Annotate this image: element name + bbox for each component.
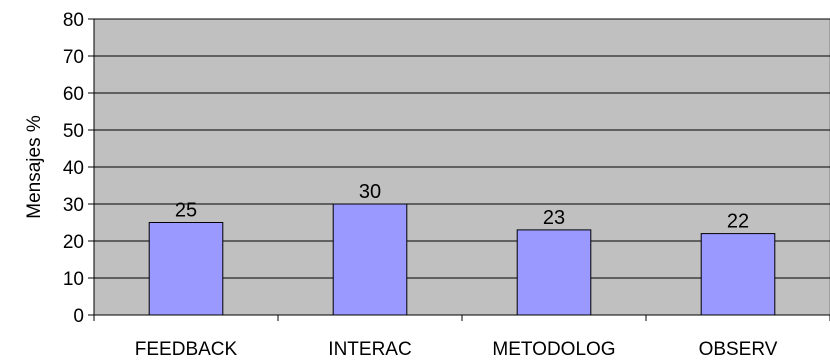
y-tick-label: 0 <box>73 306 84 327</box>
x-tick-label: INTERAC <box>328 339 411 360</box>
y-tick-label: 30 <box>63 195 84 216</box>
data-labels: 25 30 23 22 <box>175 181 749 233</box>
y-tick-label: 40 <box>63 158 84 179</box>
x-axis-ticks: FEEDBACK INTERAC METODOLOG OBSERV <box>93 315 830 360</box>
y-tick-label: 70 <box>63 47 84 68</box>
bar-feedback <box>148 222 224 316</box>
data-label-interac: 30 <box>359 181 381 203</box>
data-label-metodolog: 23 <box>543 207 565 229</box>
bar-metodolog <box>516 229 592 316</box>
y-tick-label: 20 <box>63 232 84 253</box>
data-label-observ: 22 <box>727 211 749 233</box>
y-axis-ticks: 0 10 20 30 40 50 60 70 80 <box>63 10 94 327</box>
y-axis-title: Mensajes % <box>24 115 45 219</box>
bar-observ <box>700 233 776 316</box>
y-tick-label: 50 <box>63 121 84 142</box>
y-tick-label: 10 <box>63 269 84 290</box>
y-tick-label: 80 <box>63 10 84 31</box>
bars <box>148 203 776 316</box>
bar-interac <box>332 203 408 316</box>
y-tick-label: 60 <box>63 84 84 105</box>
x-tick-label: FEEDBACK <box>135 339 238 360</box>
data-label-feedback: 25 <box>175 200 197 222</box>
x-tick-label: METODOLOG <box>492 339 615 360</box>
x-tick-label: OBSERV <box>699 339 778 360</box>
